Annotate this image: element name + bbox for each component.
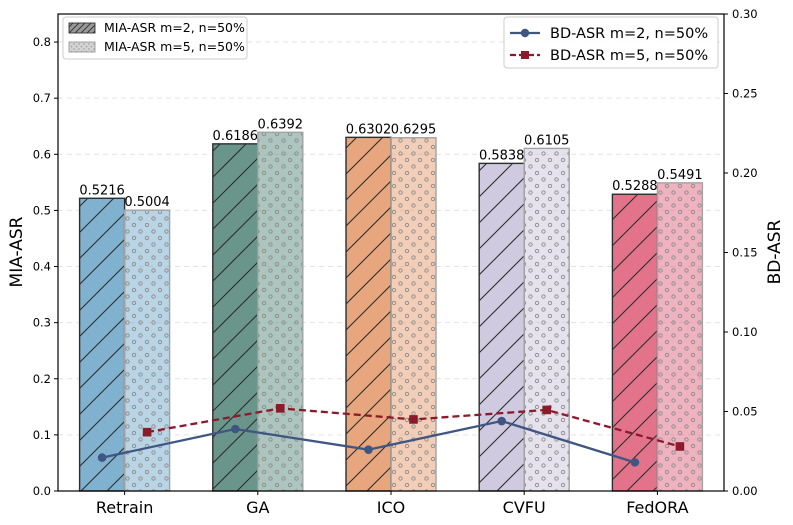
y-left-tick-label: 0.0 [33,484,51,498]
bar-value-label: 0.5838 [479,148,525,163]
bar-value-label: 0.5216 [79,183,125,198]
marker-bd-m2 [97,453,107,462]
x-tick-label: CVFU [503,498,546,517]
bar-hatch-diagonal [78,197,126,492]
bar-value-label: 0.5004 [124,195,170,210]
bar-hatch-dots [390,137,437,492]
y-left-axis-label: MIA-ASR [7,216,27,287]
y-left-tick-label: 0.3 [33,316,51,330]
y-right-tick-label: 0.05 [732,405,758,419]
bar-value-label: 0.6302 [346,122,392,137]
bar-value-label: 0.6295 [391,123,437,138]
marker-bd-m5 [142,427,152,437]
y-left-tick-label: 0.4 [33,260,51,274]
marker-bd-m5 [675,442,685,451]
bar-hatch-diagonal [478,162,525,492]
marker-bd-m5 [276,404,285,413]
y-left-tick-label: 0.7 [33,91,51,105]
legend-label-mia-m2: MIA-ASR m=2, n=50% [104,20,245,35]
bars-group: 0.5216 0.6186 0.6302 0.5838 0.5288 0.5004 0.63… [78,117,704,492]
bar-value-label: 0.5288 [612,179,658,194]
y-right-tick-label: 0.30 [732,7,758,21]
bar-hatch-diagonal [345,136,392,492]
bar-value-label: 0.5491 [657,168,703,183]
y-left-tick-label: 0.2 [33,372,51,386]
legend-label-bd-m2: BD-ASR m=2, n=50% [550,26,708,42]
bar-value-label: 0.6186 [213,129,259,144]
y-right-tick-label: 0.10 [732,325,758,339]
axis-ticks: 0.0 0.1 0.2 0.3 0.4 0.5 0.6 0.7 0.8 0.00 0.05 0.10 0… [33,7,758,517]
y-left-tick-label: 0.5 [33,203,51,217]
legend-lines: BD-ASR m=2, n=50% BD-ASR m=5, n=50% [503,16,719,69]
bar-value-label: 0.6392 [258,117,304,132]
y-left-tick-label: 0.8 [33,35,51,49]
legend-marker-square [521,51,529,59]
marker-bd-m2 [497,416,507,426]
bar-hatch-diagonal [611,193,659,492]
x-tick-label: Retrain [96,498,153,517]
lines-group [97,404,685,467]
y-right-tick-label: 0.20 [732,166,758,180]
y-right-tick-label: 0.15 [732,246,758,260]
bar-value-label: 0.6105 [524,133,570,148]
y-right-tick-label: 0.25 [732,87,758,101]
legend-label-mia-m5: MIA-ASR m=5, n=50% [104,39,245,54]
y-left-tick-label: 0.6 [33,147,51,161]
y-right-axis-label: BD-ASR [765,219,785,284]
y-right-tick-label: 0.00 [732,484,758,498]
legend-marker-circle [520,28,530,38]
marker-bd-m2 [630,458,640,467]
marker-bd-m5 [409,415,418,424]
legend-bars: MIA-ASR m=2, n=50% MIA-ASR m=5, n=50% [62,16,248,60]
x-tick-label: GA [246,498,269,517]
y-left-tick-label: 0.1 [33,428,51,442]
marker-bd-m5 [542,405,551,415]
x-tick-label: ICO [377,498,405,517]
x-tick-label: FedORA [626,498,688,517]
marker-bd-m2 [231,424,240,434]
marker-bd-m2 [364,445,373,454]
legend-label-bd-m5: BD-ASR m=5, n=50% [550,48,708,64]
bar-hatch-diagonal [212,143,259,492]
bar-hatch-dots [257,131,304,492]
